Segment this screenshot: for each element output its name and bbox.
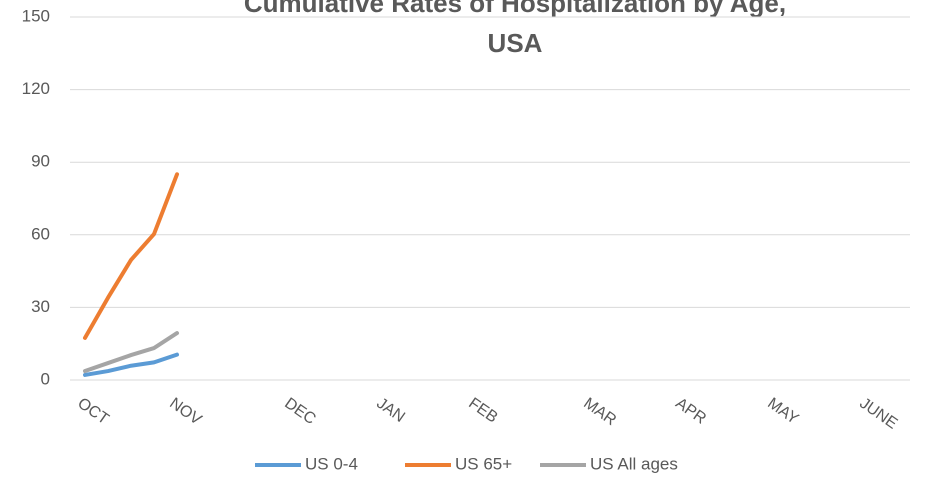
x-tick-label: MAR — [580, 395, 619, 429]
chart-title: Cumulative Rates of Hospitalization by A… — [244, 0, 786, 58]
x-tick-label: APR — [672, 395, 709, 428]
x-tick-label: MAY — [764, 395, 801, 428]
title-line: Cumulative Rates of Hospitalization by A… — [244, 0, 786, 18]
x-tick-label: FEB — [465, 395, 500, 427]
y-tick-label: 30 — [31, 297, 50, 316]
data-line — [83, 331, 179, 374]
title-line: USA — [488, 28, 543, 58]
y-tick-label: 150 — [22, 6, 50, 25]
data-line — [83, 352, 179, 377]
y-tick-label: 0 — [41, 369, 50, 388]
x-tick-label: JAN — [373, 395, 408, 426]
x-tick-label: JUNE — [856, 395, 900, 433]
legend-label: US 0-4 — [305, 454, 358, 473]
y-tick-label: 120 — [22, 79, 50, 98]
x-tick-label: NOV — [166, 395, 204, 429]
x-tick-label: OCT — [74, 395, 112, 428]
legend-label: US All ages — [590, 454, 678, 473]
x-tick-label: DEC — [281, 395, 318, 428]
data-line — [83, 172, 179, 340]
y-tick-label: 90 — [31, 152, 50, 171]
legend-label: US 65+ — [455, 454, 512, 473]
y-tick-label: 60 — [31, 224, 50, 243]
